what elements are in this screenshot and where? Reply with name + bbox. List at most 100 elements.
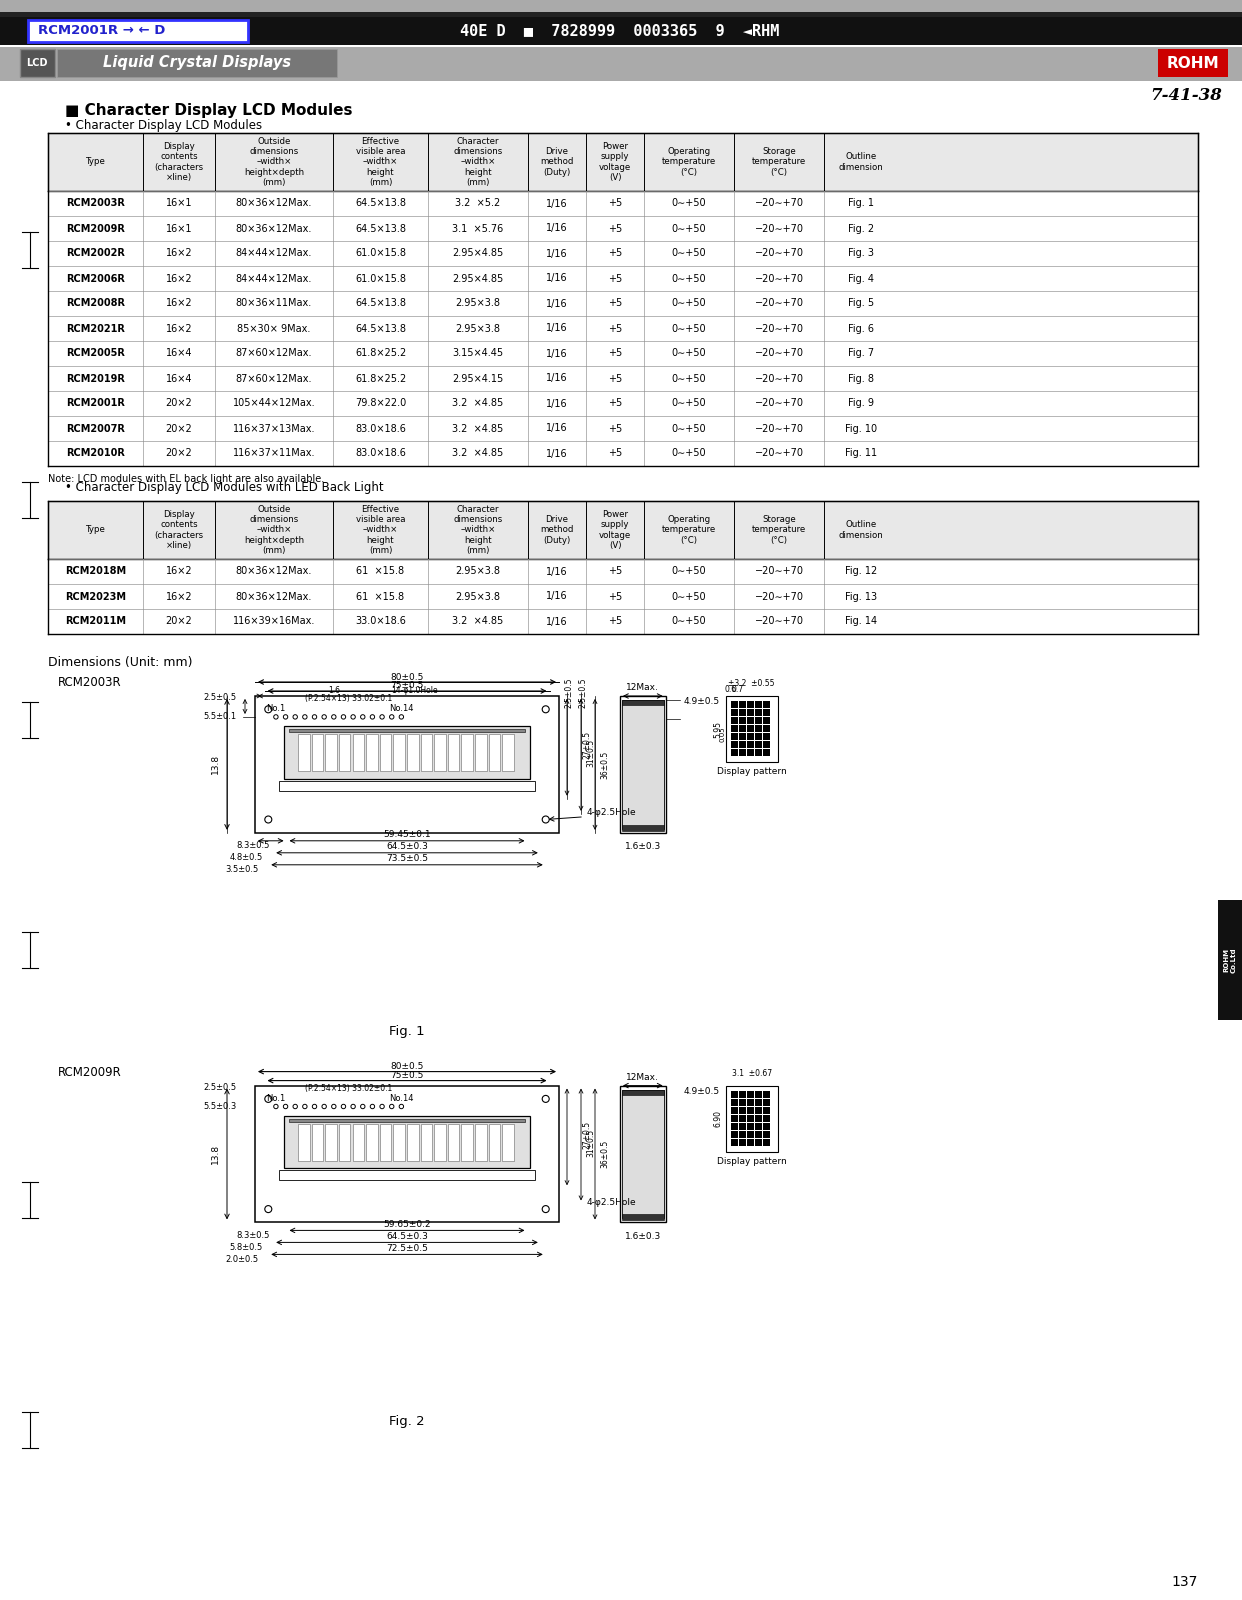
Text: 75±0.5: 75±0.5 [390,1070,424,1080]
Text: 61  ×15.8: 61 ×15.8 [356,592,405,602]
Text: 3.1  ×5.76: 3.1 ×5.76 [452,224,503,234]
Bar [339,734,350,771]
Text: 16×4: 16×4 [165,373,193,384]
Text: 12Max.: 12Max. [626,1074,660,1082]
Text: Operating
temperature
(°C): Operating temperature (°C) [662,147,717,178]
Text: 0∼+50: 0∼+50 [672,398,707,408]
Text: 1/16: 1/16 [546,224,568,234]
Text: Drive
method
(Duty): Drive method (Duty) [540,515,574,546]
Text: 64.5×13.8: 64.5×13.8 [355,224,406,234]
Text: 1/16: 1/16 [546,274,568,283]
Bar [739,741,745,749]
Text: RCM2002R: RCM2002R [66,248,125,259]
Text: −20∼+70: −20∼+70 [754,448,804,459]
Bar [339,1123,350,1160]
Text: 3.2  ×5.2: 3.2 ×5.2 [456,198,501,208]
Text: 5.8±0.5: 5.8±0.5 [230,1243,262,1251]
Bar [407,734,419,771]
Text: 16×2: 16×2 [165,592,193,602]
Text: 61.0×15.8: 61.0×15.8 [355,274,406,283]
Bar [730,1091,738,1098]
Text: 64.5×13.8: 64.5×13.8 [355,198,406,208]
Bar [48,558,1199,584]
Text: Type: Type [86,157,106,166]
Bar [289,1118,524,1122]
Text: −20∼+70: −20∼+70 [754,198,804,208]
Text: 61.0×15.8: 61.0×15.8 [355,248,406,259]
Text: −20∼+70: −20∼+70 [754,274,804,283]
Text: 2.0±0.5: 2.0±0.5 [226,1254,258,1264]
Text: 20×2: 20×2 [165,616,193,627]
Text: 2.5±0.5: 2.5±0.5 [204,693,237,702]
Text: 1/16: 1/16 [546,323,568,333]
Bar [1218,899,1242,1021]
Bar [746,733,754,739]
Bar [746,741,754,749]
Text: 16×2: 16×2 [165,274,193,283]
Bar [746,709,754,717]
Text: −20∼+70: −20∼+70 [754,248,804,259]
Text: RCM2009R: RCM2009R [58,1066,122,1078]
Bar [0,18,1242,45]
Text: 1/16: 1/16 [546,566,568,576]
Text: 1/16: 1/16 [546,592,568,602]
Bar [730,717,738,723]
Text: 2.5±0.5: 2.5±0.5 [564,678,573,709]
Text: 61  ×15.8: 61 ×15.8 [356,566,405,576]
Text: No.14: No.14 [389,1094,414,1102]
Text: Fig. 2: Fig. 2 [848,224,874,234]
Text: 6.90: 6.90 [713,1110,722,1126]
Bar [48,291,1199,317]
Bar [48,610,1199,634]
Text: RCM2010R: RCM2010R [66,448,125,459]
Text: +5: +5 [607,398,622,408]
Bar [48,390,1199,416]
Text: 5.5±0.3: 5.5±0.3 [204,1102,237,1110]
Bar [755,701,761,707]
Text: Note: LCD modules with EL back light are also available.: Note: LCD modules with EL back light are… [48,474,324,483]
Text: Outside
dimensions
–width×
height×depth
(mm): Outside dimensions –width× height×depth … [243,136,304,187]
Text: 16×4: 16×4 [165,349,193,358]
Text: 4.8±0.5: 4.8±0.5 [230,853,262,862]
Text: −20∼+70: −20∼+70 [754,398,804,408]
Text: 80×36×11Max.: 80×36×11Max. [236,299,312,309]
Text: 1.6: 1.6 [328,686,340,696]
Bar [462,734,473,771]
Text: 20×2: 20×2 [165,448,193,459]
Text: 80±0.5: 80±0.5 [390,672,424,682]
Text: 0∼+50: 0∼+50 [672,448,707,459]
Text: Fig. 6: Fig. 6 [848,323,874,333]
Text: Outline
dimension: Outline dimension [838,152,883,171]
Bar [622,1090,663,1218]
Text: 1.6±0.3: 1.6±0.3 [625,842,661,851]
Text: RCM2003R: RCM2003R [66,198,125,208]
Bar [622,1090,663,1094]
Text: 0∼+50: 0∼+50 [672,274,707,283]
Text: 87×60×12Max.: 87×60×12Max. [236,349,312,358]
Bar [763,717,770,723]
Bar [730,1131,738,1138]
Text: 3.2  ×4.85: 3.2 ×4.85 [452,424,503,434]
Text: 5.95: 5.95 [713,720,722,738]
Bar [435,734,446,771]
Text: 4-φ2.5Hole: 4-φ2.5Hole [587,808,637,818]
Text: RCM2001R: RCM2001R [66,398,125,408]
Text: Fig. 12: Fig. 12 [845,566,877,576]
Bar [763,701,770,707]
Text: 5.5±0.1: 5.5±0.1 [204,712,237,722]
Bar [763,1115,770,1122]
Text: −20∼+70: −20∼+70 [754,299,804,309]
Text: RCM2007R: RCM2007R [66,424,125,434]
Bar [746,1099,754,1106]
Bar [421,734,432,771]
Text: Fig. 3: Fig. 3 [848,248,874,259]
Bar [739,701,745,707]
Text: +5: +5 [607,424,622,434]
Bar [48,501,1199,558]
Bar [739,1115,745,1122]
Text: RCM2009R: RCM2009R [66,224,125,234]
Text: 79.8×22.0: 79.8×22.0 [355,398,406,408]
Text: 36±0.5: 36±0.5 [600,750,610,779]
Text: 80×36×12Max.: 80×36×12Max. [236,566,312,576]
Text: RCM2021R: RCM2021R [66,323,125,333]
